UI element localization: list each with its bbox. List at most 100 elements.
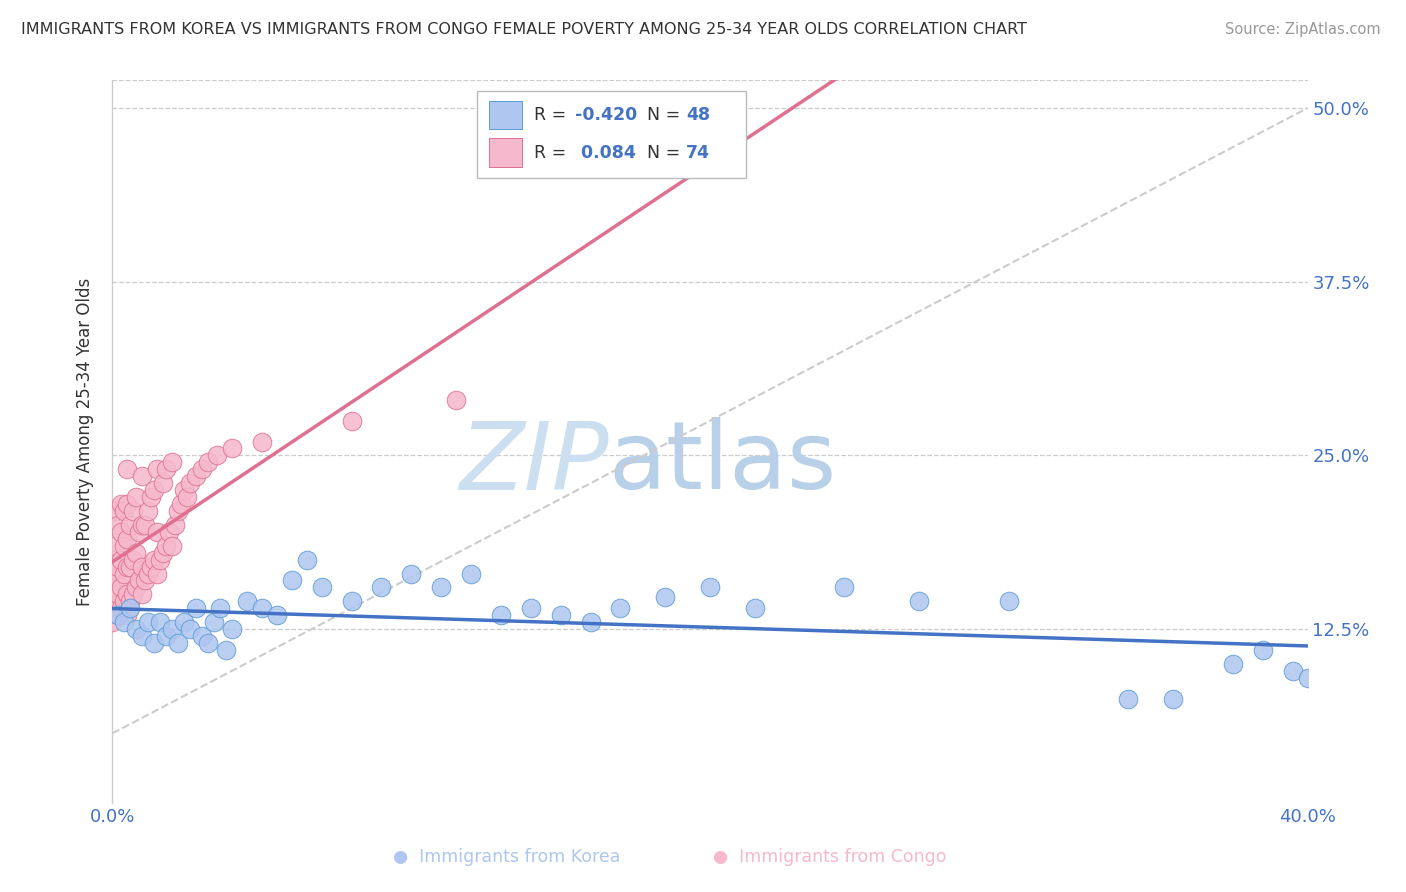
Point (120, 559, 142, 574)
Point (104, 601, 127, 615)
FancyBboxPatch shape (489, 101, 523, 129)
Point (134, 517, 156, 532)
Point (401, 566, 423, 581)
Point (110, 497, 132, 511)
Point (131, 517, 153, 532)
Point (143, 552, 166, 566)
Point (155, 629, 177, 643)
Point (162, 455, 183, 469)
Point (221, 622, 243, 636)
Point (197, 455, 219, 469)
Point (125, 490, 148, 504)
Point (167, 504, 190, 518)
Point (162, 622, 183, 636)
Point (122, 587, 145, 601)
Point (138, 566, 160, 581)
Point (209, 601, 232, 615)
Point (141, 490, 163, 504)
Point (250, 434, 273, 449)
Point (1281, 664, 1303, 678)
Point (128, 524, 150, 539)
Text: ●  Immigrants from Congo: ● Immigrants from Congo (713, 848, 946, 866)
Text: N =: N = (647, 144, 686, 161)
Point (444, 392, 467, 407)
Point (104, 539, 127, 553)
Point (117, 462, 139, 476)
Point (460, 566, 482, 581)
Point (162, 539, 183, 553)
Text: -0.420: -0.420 (575, 106, 637, 124)
Text: R =: R = (534, 144, 572, 161)
Point (122, 504, 145, 518)
Point (125, 546, 148, 560)
Y-axis label: Female Poverty Among 25-34 Year Olds: Female Poverty Among 25-34 Year Olds (76, 277, 94, 606)
Point (152, 476, 174, 491)
Point (114, 539, 135, 553)
Point (205, 449, 228, 463)
Text: ZIP: ZIP (458, 417, 609, 508)
Point (155, 462, 177, 476)
Point (197, 636, 219, 650)
Point (107, 608, 129, 623)
Point (110, 601, 132, 615)
Point (834, 581, 856, 595)
Point (114, 594, 135, 608)
Point (179, 622, 201, 636)
Point (134, 574, 156, 588)
Point (110, 552, 132, 566)
Text: R =: R = (534, 106, 572, 124)
Point (165, 517, 187, 532)
Point (176, 490, 198, 504)
Point (579, 615, 602, 630)
Point (131, 559, 153, 574)
Point (236, 594, 259, 608)
Point (143, 636, 166, 650)
Point (131, 469, 153, 483)
Point (908, 594, 931, 608)
Point (1118, 691, 1140, 706)
Point (221, 442, 243, 456)
Point (104, 574, 127, 588)
Point (609, 601, 631, 615)
Point (146, 524, 169, 539)
Point (186, 601, 208, 615)
Point (311, 581, 333, 595)
Point (122, 552, 145, 566)
Point (101, 581, 124, 595)
Text: Source: ZipAtlas.com: Source: ZipAtlas.com (1225, 22, 1381, 37)
Point (114, 504, 135, 518)
Point (141, 559, 163, 574)
Point (104, 504, 127, 518)
Point (107, 587, 129, 601)
Point (125, 622, 148, 636)
Point (1222, 657, 1244, 671)
Point (117, 559, 139, 574)
Point (167, 636, 190, 650)
Point (138, 504, 160, 518)
Point (370, 581, 392, 595)
Point (1296, 671, 1319, 685)
Point (654, 590, 676, 604)
Point (215, 643, 238, 657)
Point (191, 462, 214, 476)
Point (266, 608, 288, 623)
FancyBboxPatch shape (489, 138, 523, 167)
Point (744, 601, 766, 615)
Text: 74: 74 (686, 144, 710, 161)
Point (520, 601, 543, 615)
Point (157, 524, 180, 539)
Point (550, 608, 572, 623)
Point (101, 615, 124, 630)
Point (110, 581, 132, 595)
Point (131, 629, 153, 643)
Point (149, 552, 172, 566)
Point (998, 594, 1021, 608)
Text: 48: 48 (686, 106, 710, 124)
Point (146, 462, 169, 476)
Point (114, 566, 135, 581)
Point (191, 629, 214, 643)
Point (143, 483, 166, 498)
Point (430, 581, 453, 595)
Point (138, 615, 160, 630)
Point (117, 587, 139, 601)
